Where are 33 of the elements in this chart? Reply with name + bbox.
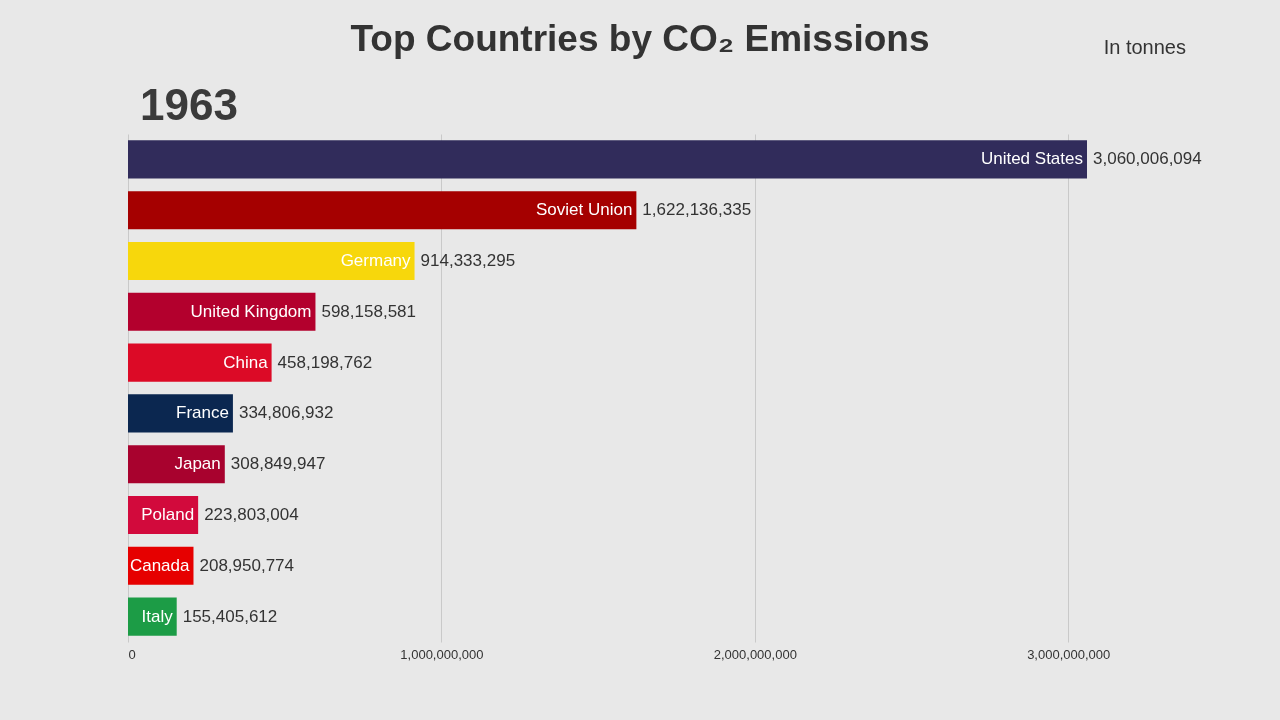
bar: [128, 241, 415, 281]
y-tick-label: Germany: [340, 251, 412, 270]
x-tick-label: 3,000,000,000: [1027, 646, 1111, 662]
data-label: 598,158,581: [321, 301, 417, 321]
text: In tonnes: [1103, 36, 1186, 58]
data-label: 155,405,612: [182, 606, 278, 626]
y-tick-label: United States: [980, 149, 1083, 169]
data-label: 223,803,004: [204, 505, 299, 524]
data-label: 914,333,295: [420, 251, 516, 270]
data-label: 3,060,006,094: [1093, 149, 1202, 169]
bar: [128, 140, 1087, 179]
y-tick-label: China: [223, 352, 269, 372]
text: 1963: [140, 80, 238, 129]
data-label: 458,198,762: [277, 352, 373, 372]
y-tick-label: Japan: [174, 454, 221, 474]
y-tick-label: Poland: [141, 505, 195, 524]
data-label: 334,806,932: [238, 403, 334, 423]
y-tick-label: France: [176, 403, 229, 423]
data-label: 1,622,136,335: [642, 200, 752, 220]
x-tick-label: 0: [128, 646, 136, 662]
bar: [128, 343, 272, 382]
y-tick-label: Canada: [129, 555, 191, 575]
bar: [128, 191, 637, 230]
x-tick-label: 1,000,000,000: [400, 646, 484, 662]
y-tick-label: Italy: [141, 606, 174, 626]
bar: [128, 394, 233, 433]
y-tick-label: United Kingdom: [190, 301, 312, 321]
data-label: 308,849,947: [230, 454, 326, 474]
y-tick-label: Soviet Union: [535, 200, 633, 220]
x-tick-label: 2,000,000,000: [713, 646, 797, 662]
data-label: 208,950,774: [199, 555, 295, 575]
chart-title: Top Countries by CO₂ Emissions: [350, 18, 930, 59]
bar: [128, 445, 225, 484]
